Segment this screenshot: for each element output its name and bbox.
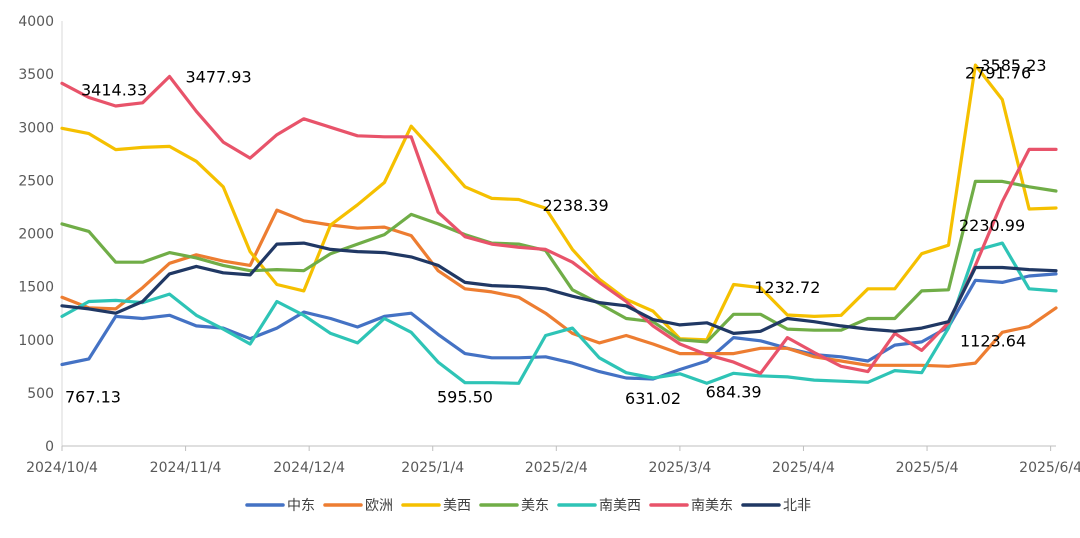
annotation-layer: 3414.33 3477.93 767.13 595.50 2238.39 631.02 6… [65, 56, 1047, 408]
x-tick-label: 2025/3/4 [648, 460, 711, 476]
data-label: 2230.99 [959, 216, 1025, 235]
legend-label: 欧洲 [365, 498, 393, 514]
data-label: 631.02 [625, 389, 681, 408]
y-tick-label: 2000 [18, 227, 54, 243]
y-tick-label: 3000 [18, 120, 54, 136]
y-tick-label: 0 [45, 439, 54, 455]
y-tick-label: 500 [27, 386, 54, 402]
series-line-美东 [60, 179, 1058, 344]
y-tick-label: 3500 [18, 67, 54, 83]
y-tick-label: 1500 [18, 280, 54, 296]
y-tick-label: 4000 [18, 14, 54, 30]
y-tick-label: 1000 [18, 333, 54, 349]
legend: 中东 欧洲 美西 美东 南美西 南美东 北非 [245, 498, 811, 514]
y-tick-label: 2500 [18, 173, 54, 189]
series-line-南美东 [60, 74, 1058, 375]
axis-layer: 0 500 1000 1500 2000 2500 3000 3500 4000 2024/10/… [18, 14, 1080, 476]
data-label: 3414.33 [81, 80, 147, 99]
series-layer [60, 63, 1058, 385]
x-tick-label: 2025/4/4 [772, 460, 835, 476]
data-label: 2791.76 [965, 63, 1031, 82]
series-line-欧洲 [60, 208, 1058, 368]
series-line-北非 [60, 241, 1058, 335]
series-line-南美西 [60, 241, 1058, 385]
data-label: 767.13 [65, 388, 121, 407]
legend-label: 美西 [443, 498, 471, 514]
data-label: 3477.93 [185, 67, 251, 86]
x-tick-label: 2024/10/4 [26, 460, 98, 476]
x-tick-label: 2025/5/4 [896, 460, 959, 476]
series-line-中东 [60, 272, 1058, 381]
data-label: 2238.39 [542, 196, 608, 215]
data-label: 684.39 [706, 382, 762, 401]
x-tick-label: 2025/6/4 [1019, 460, 1080, 476]
series-line-美西 [60, 63, 1058, 342]
legend-label: 南美东 [691, 498, 733, 514]
data-label: 3585.23 [980, 56, 1046, 75]
x-tick-label: 2025/1/4 [401, 460, 464, 476]
data-label: 1123.64 [960, 332, 1026, 351]
legend-label: 美东 [521, 498, 549, 514]
legend-label: 北非 [783, 498, 811, 514]
x-tick-label: 2025/2/4 [525, 460, 588, 476]
data-label: 1232.72 [754, 278, 820, 297]
x-tick-label: 2024/12/4 [273, 460, 345, 476]
data-label: 595.50 [437, 388, 493, 407]
legend-label: 南美西 [599, 498, 641, 514]
legend-label: 中东 [287, 498, 315, 514]
x-tick-label: 2024/11/4 [150, 460, 222, 476]
